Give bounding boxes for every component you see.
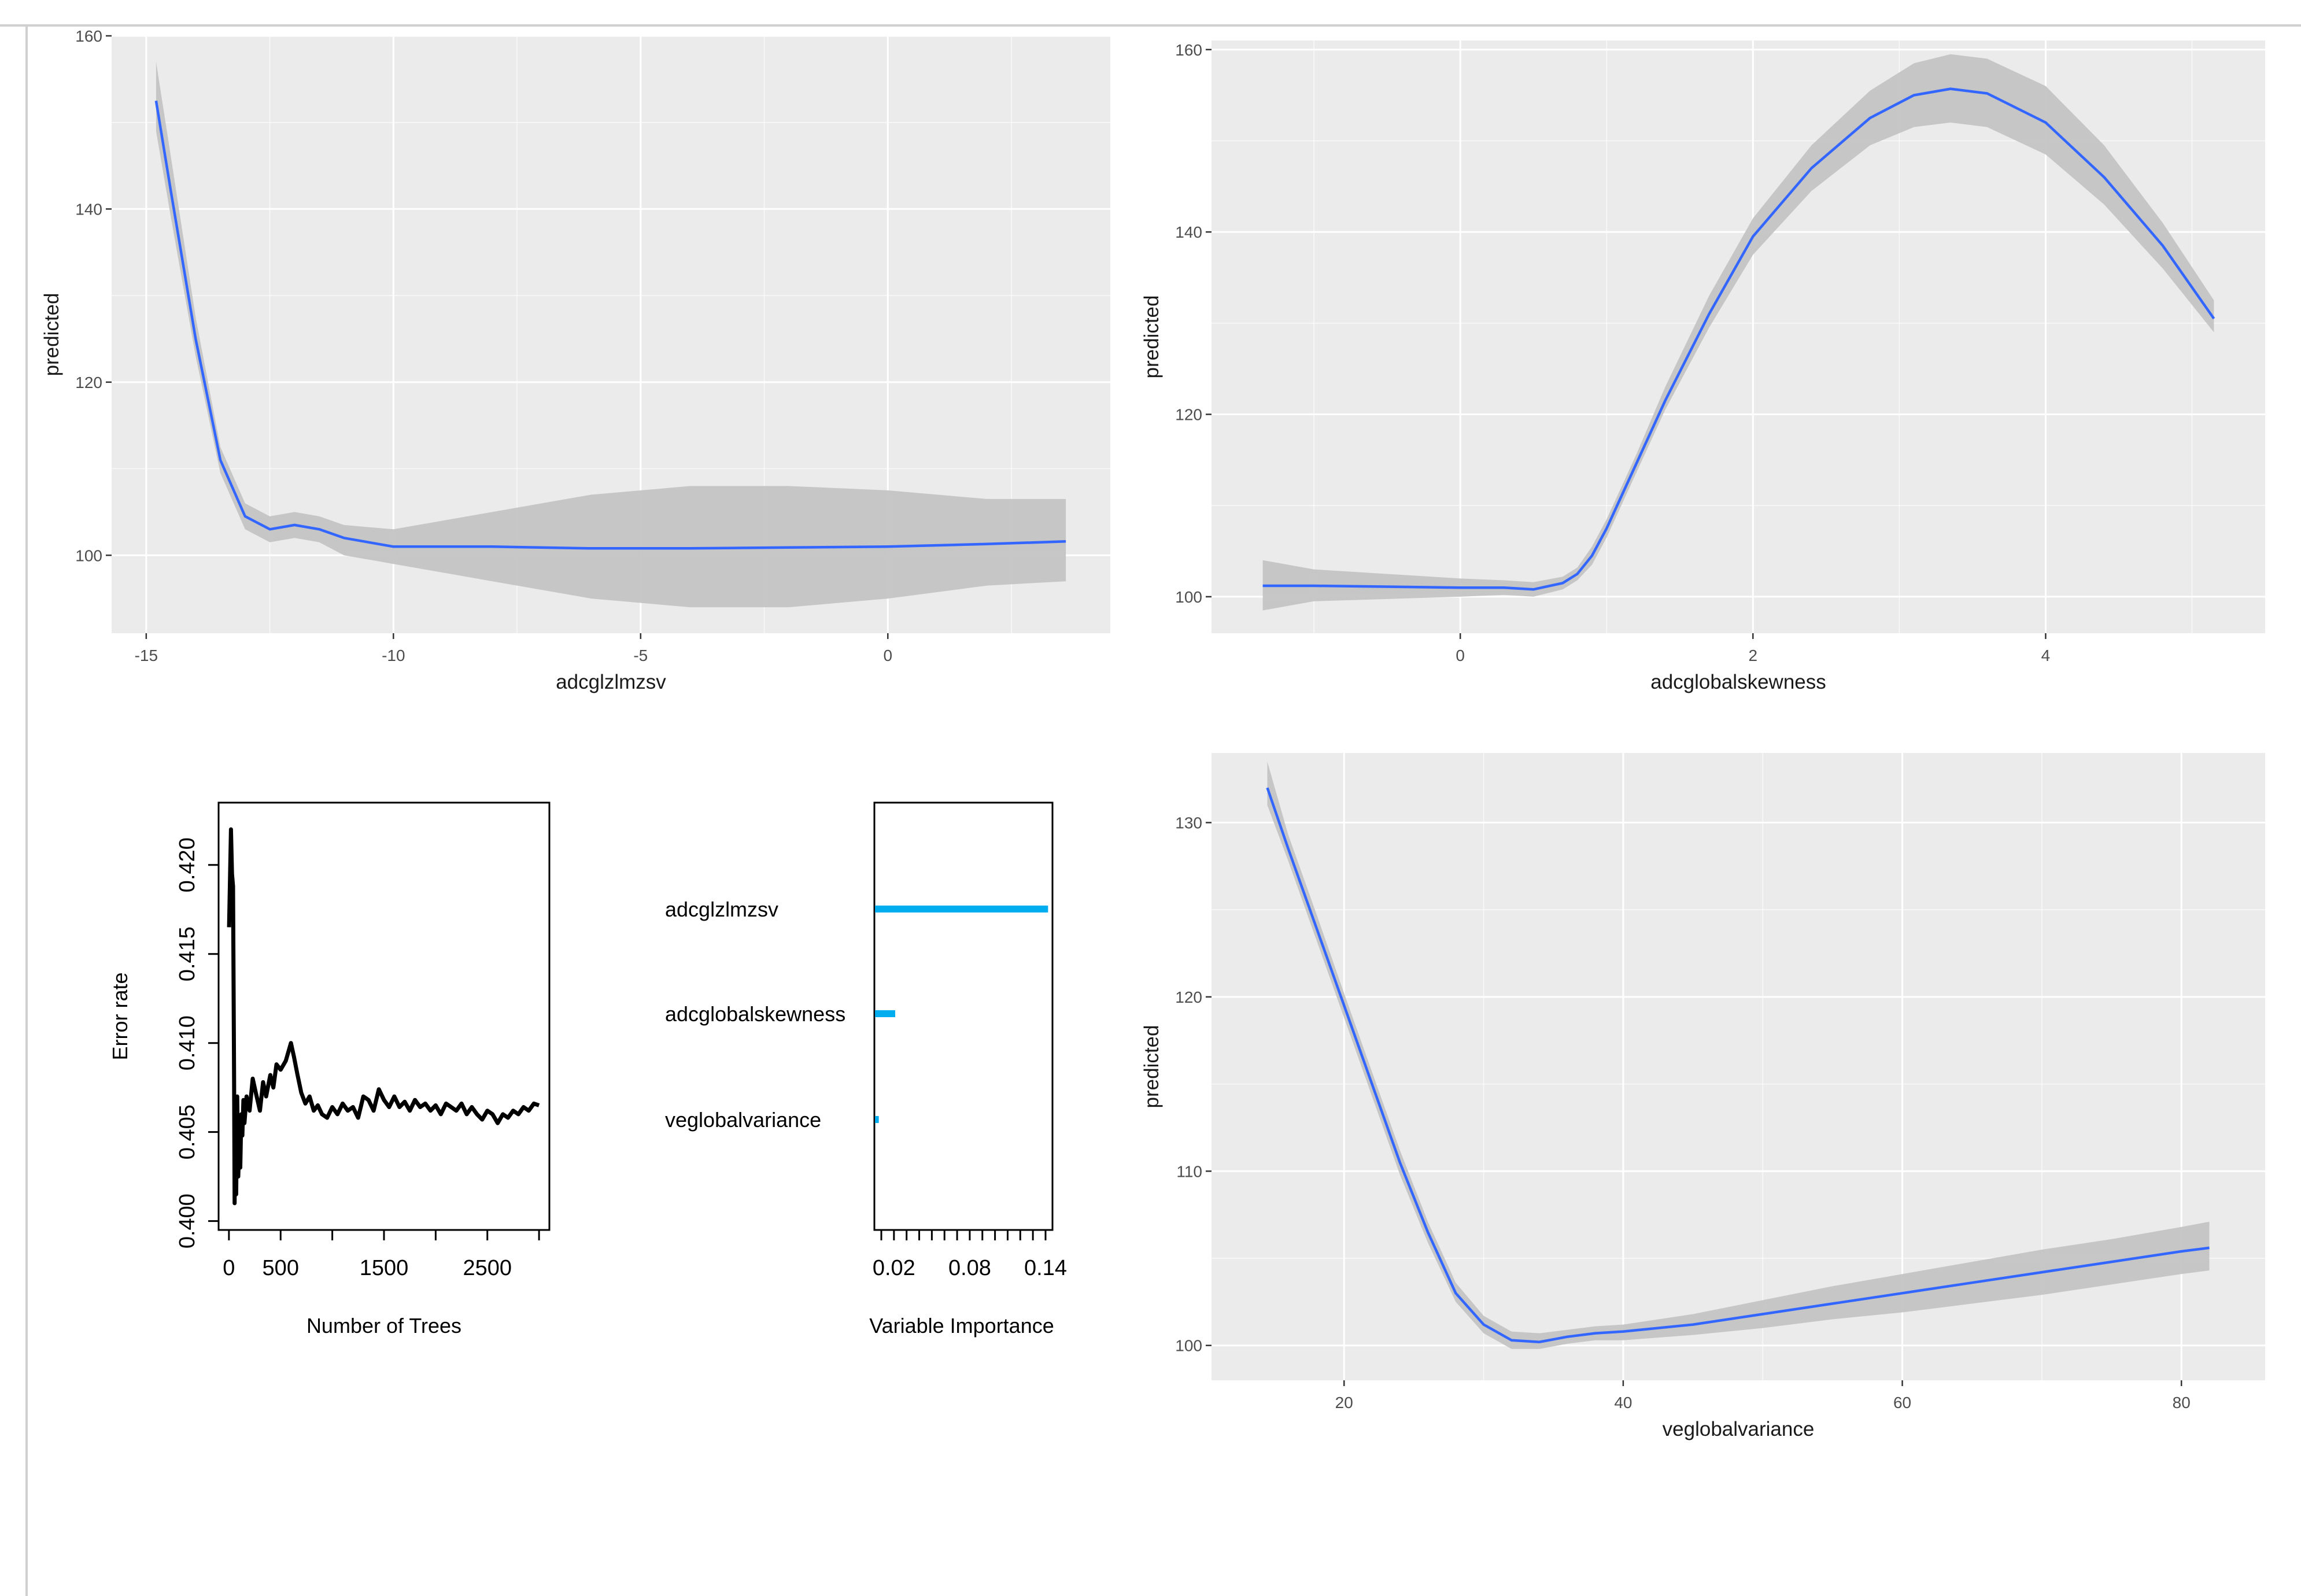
x-axis-title: adcglobalskewness	[1650, 671, 1826, 693]
variable-label: veglobalvariance	[665, 1108, 821, 1132]
x-tick-label: -15	[135, 646, 158, 664]
y-tick-label: 110	[1176, 1162, 1202, 1180]
y-tick-label: 0.410	[175, 1015, 200, 1070]
x-tick-label: 0.14	[1024, 1256, 1067, 1280]
x-axis-title: adcglzlmzsv	[556, 671, 666, 693]
prediction-line	[154, 100, 1066, 550]
x-tick-label: 2500	[463, 1256, 512, 1280]
y-tick-label: 160	[1175, 41, 1202, 59]
y-axis-title: predicted	[1140, 1025, 1163, 1109]
y-tick-label: 160	[75, 27, 102, 45]
y-tick-label: 0.405	[175, 1104, 200, 1159]
prediction-line	[1262, 87, 2215, 591]
y-tick-label: 140	[1175, 223, 1202, 241]
panel-background	[1212, 40, 2265, 633]
y-tick-label: 0.400	[175, 1194, 200, 1248]
plot-frame	[873, 801, 1054, 1231]
y-tick-label: 100	[75, 546, 102, 564]
y-tick-label: 140	[75, 200, 102, 218]
x-tick-label: 0	[1456, 646, 1465, 664]
confidence-band	[156, 61, 1066, 608]
y-tick-label: 120	[1175, 406, 1202, 424]
x-tick-label: -5	[633, 646, 648, 664]
x-tick-label: -10	[382, 646, 405, 664]
x-tick-label: 60	[1893, 1394, 1911, 1412]
x-tick-label: 0.02	[873, 1256, 915, 1280]
x-tick-label: 0.08	[948, 1256, 991, 1280]
x-tick-label: 4	[2041, 646, 2051, 664]
y-tick-label: 120	[1175, 988, 1202, 1006]
y-tick-label: 130	[1175, 814, 1202, 832]
y-tick-label: 100	[1175, 1337, 1202, 1355]
x-axis-title: Number of Trees	[306, 1314, 461, 1338]
x-tick-label: 40	[1614, 1394, 1632, 1412]
rf-error-rate-plot: 0 500 1500 2500 0.400 0.405 0.410 0.415 0.420 Num…	[108, 801, 551, 1338]
x-tick-label: 1500	[360, 1256, 409, 1280]
pdp-veglobalvariance-plot: 20 40 60 80 100 110 120 130 veglobalvariance pred…	[1140, 753, 2265, 1440]
error-rate-line	[227, 827, 540, 1206]
y-tick-label: 100	[1175, 588, 1202, 606]
variable-importance-plot: adcglzlmzsv adcglobalskewness veglobalvari…	[665, 801, 1067, 1338]
pdp-adcglzlmzsv-plot: -15 -10 -5 0 100 120 140 160 adcglzlmzsv predicte…	[40, 27, 1110, 693]
importance-bar-adcglobalskewness	[875, 1010, 896, 1017]
y-axis-title: predicted	[40, 293, 63, 376]
importance-bar-veglobalvariance	[875, 1116, 879, 1123]
y-axis-title: Error rate	[108, 972, 132, 1060]
x-tick-label: 2	[1749, 646, 1758, 664]
y-axis-title: predicted	[1140, 295, 1163, 379]
x-tick-label: 0	[883, 646, 892, 664]
x-tick-label: 80	[2173, 1394, 2191, 1412]
x-tick-label: 500	[263, 1256, 299, 1280]
variable-label: adcglobalskewness	[665, 1002, 845, 1026]
y-tick-label: 120	[75, 374, 102, 391]
plot-frame	[217, 801, 551, 1231]
importance-bar-adcglzlmzsv	[875, 906, 1048, 912]
x-tick-label: 0	[223, 1256, 235, 1280]
x-tick-label: 20	[1335, 1394, 1353, 1412]
y-tick-label: 0.415	[175, 926, 200, 981]
pdp-adcglobalskewness-plot: 0 2 4 100 120 140 160 adcglobalskewness predicte…	[1140, 40, 2265, 693]
x-axis-title: Variable Importance	[869, 1314, 1054, 1338]
x-axis-title: veglobalvariance	[1663, 1418, 1815, 1440]
variable-label: adcglzlmzsv	[665, 897, 778, 921]
prediction-line	[1266, 787, 2210, 1343]
y-tick-label: 0.420	[175, 837, 200, 892]
